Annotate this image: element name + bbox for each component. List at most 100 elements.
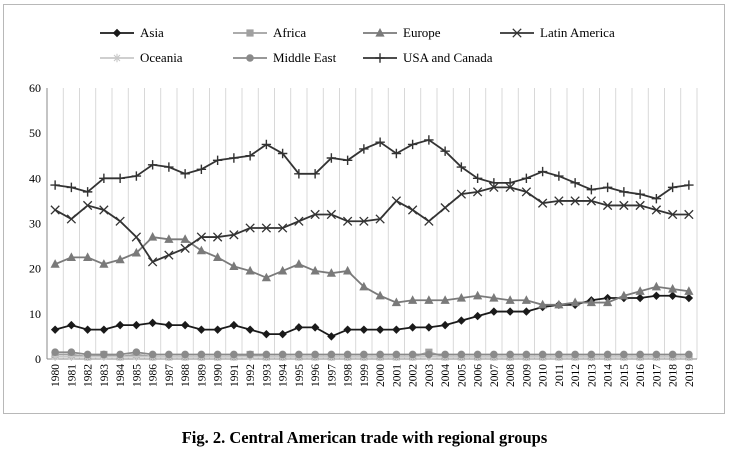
data-point-middle-east — [555, 350, 563, 359]
data-point-latin-america — [115, 216, 125, 226]
data-point-usa-and-canada — [115, 173, 125, 184]
data-point-usa-and-canada — [651, 193, 662, 204]
data-point-middle-east — [181, 350, 189, 359]
data-point-usa-and-canada — [229, 153, 239, 163]
x-tick-label: 2013 — [586, 364, 598, 387]
data-point-usa-and-canada — [472, 173, 483, 184]
data-point-latin-america — [66, 214, 77, 224]
data-point-asia — [310, 323, 320, 332]
x-tick-label: 2011 — [554, 364, 566, 387]
data-point-latin-america — [326, 209, 337, 220]
x-tick-label: 1983 — [99, 364, 111, 387]
data-point-usa-and-canada — [180, 169, 190, 179]
data-point-asia — [359, 325, 369, 334]
data-point-asia — [50, 325, 60, 334]
data-point-europe — [651, 281, 661, 291]
data-point-usa-and-canada — [456, 162, 467, 172]
y-tick-label: 0 — [35, 352, 41, 366]
data-point-middle-east — [652, 350, 661, 359]
data-point-europe — [261, 272, 271, 282]
data-point-middle-east — [295, 350, 303, 359]
data-point-usa-and-canada — [586, 184, 597, 195]
x-tick-label: 1986 — [148, 364, 160, 387]
x-tick-label: 1993 — [261, 364, 273, 387]
data-point-latin-america — [424, 216, 434, 226]
y-tick-label: 10 — [29, 307, 41, 321]
data-point-europe — [538, 299, 548, 309]
data-point-latin-america — [651, 205, 662, 215]
series-latin-america — [50, 182, 694, 267]
data-point-middle-east — [636, 350, 644, 359]
data-point-latin-america — [635, 200, 645, 211]
data-point-middle-east — [327, 350, 336, 359]
legend-item-africa: Africa — [233, 25, 306, 40]
x-tick-label: 1999 — [359, 364, 371, 387]
data-point-asia — [278, 329, 287, 339]
data-point-latin-america — [407, 205, 418, 215]
data-point-middle-east — [213, 350, 222, 359]
data-point-middle-east — [571, 350, 579, 359]
data-point-asia — [148, 318, 157, 328]
legend-marker — [246, 54, 254, 62]
data-point-europe — [180, 234, 190, 243]
legend-item-europe: Europe — [363, 25, 441, 40]
data-point-usa-and-canada — [505, 178, 515, 188]
data-point-latin-america — [586, 196, 597, 206]
data-point-usa-and-canada — [424, 135, 434, 145]
data-point-europe — [359, 281, 369, 291]
figure-caption: Fig. 2. Central American trade with regi… — [181, 428, 548, 447]
x-tick-label: 2002 — [408, 364, 420, 387]
legend-label: Oceania — [140, 50, 183, 65]
data-point-usa-and-canada — [131, 171, 142, 181]
data-point-latin-america — [131, 232, 142, 242]
grid-layer — [46, 88, 698, 359]
data-point-usa-and-canada — [619, 187, 629, 197]
data-point-usa-and-canada — [277, 148, 288, 159]
x-tick-label: 1994 — [278, 364, 290, 387]
legend-label: Latin America — [540, 25, 615, 40]
data-point-middle-east — [83, 350, 92, 359]
x-tick-label: 1980 — [50, 364, 62, 387]
x-tick-label: 2009 — [521, 364, 533, 387]
data-point-middle-east — [67, 348, 76, 357]
data-point-europe — [343, 265, 353, 275]
data-point-latin-america — [456, 189, 467, 199]
x-tick-label: 1981 — [66, 364, 78, 387]
data-point-asia — [684, 293, 694, 303]
data-point-latin-america — [440, 203, 450, 213]
chart-frame — [3, 4, 725, 414]
data-point-asia — [229, 320, 239, 330]
x-tick-label: 1991 — [229, 364, 241, 387]
data-point-middle-east — [392, 350, 401, 359]
data-point-middle-east — [311, 350, 319, 359]
series-line-europe — [54, 236, 689, 306]
legend-marker — [375, 28, 385, 37]
data-point-usa-and-canada — [99, 173, 109, 184]
data-point-middle-east — [490, 350, 498, 359]
data-point-asia — [343, 325, 352, 334]
x-tick-label: 2016 — [635, 364, 647, 387]
data-point-middle-east — [506, 350, 514, 359]
legend-marker — [112, 53, 122, 63]
data-point-middle-east — [165, 350, 173, 359]
data-point-europe — [66, 252, 76, 261]
x-tick-label: 2012 — [570, 364, 582, 387]
data-point-middle-east — [473, 350, 482, 359]
x-tick-label: 2007 — [489, 364, 501, 387]
data-point-europe — [83, 252, 93, 261]
y-tick-label: 60 — [29, 81, 41, 95]
data-point-asia — [99, 325, 109, 334]
data-point-latin-america — [684, 209, 694, 220]
data-point-latin-america — [99, 205, 109, 215]
legend-label: Asia — [140, 25, 164, 40]
data-point-latin-america — [602, 200, 613, 211]
series-europe — [50, 232, 694, 309]
data-point-asia — [635, 293, 645, 303]
data-point-europe — [408, 295, 418, 304]
data-point-middle-east — [230, 350, 238, 359]
x-tick-label: 1996 — [310, 364, 322, 387]
data-point-europe — [635, 286, 645, 295]
data-point-middle-east — [620, 350, 628, 359]
data-point-europe — [668, 283, 678, 293]
data-point-europe — [375, 290, 385, 300]
